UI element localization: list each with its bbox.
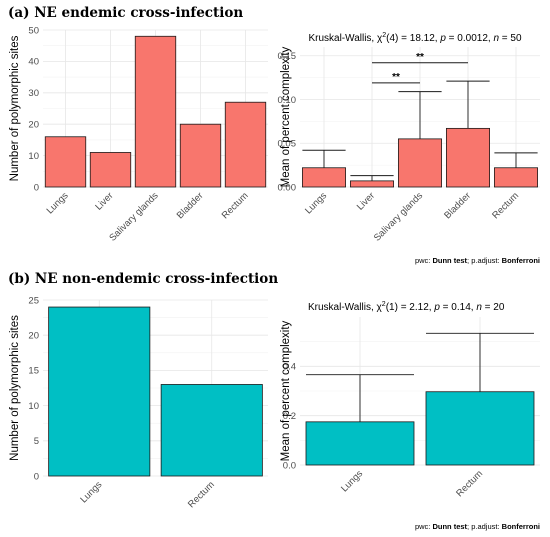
stat-superscript: 2 (382, 301, 386, 308)
bar-lungs (48, 306, 151, 477)
y-tick-label: 10 (28, 401, 39, 412)
bar-lungs (305, 421, 415, 466)
test-statistic: Kruskal-Wallis, χ2(1) = 2.12, p = 0.14, … (308, 301, 505, 313)
x-tick-label: Lungs (45, 190, 71, 216)
y-tick-label: 0.0 (283, 460, 296, 471)
y-tick-label: 0.05 (278, 139, 297, 150)
bar-bladder (179, 123, 222, 188)
pwc-footnote: pwc: Dunn test; p.adjust: Bonferroni (415, 522, 540, 531)
chart-b-left: 0 5 10 15 20 25 Lungs Rectum Number of polymorph… (9, 295, 268, 510)
footnote-part: pwc: (415, 256, 433, 265)
footnote-part: ; p.adjust: (467, 522, 502, 531)
x-tick-label: Rectum (490, 190, 521, 221)
x-tick-label: Lungs (78, 479, 104, 505)
y-axis-title: Mean of percent complexity (280, 320, 292, 461)
footnote-part: Bonferroni (502, 256, 540, 265)
significance-label: ** (416, 52, 424, 63)
y-tick-label: 10 (28, 151, 39, 162)
stat-part: = 20 (482, 302, 505, 313)
y-tick-label: 5 (34, 436, 39, 447)
stat-part: Kruskal-Wallis, (308, 33, 377, 44)
bar-liver (349, 180, 394, 188)
chart-b-right: 0.0 0.2 0.4 Lungs Rectum Mean of percent comp… (280, 301, 540, 531)
x-tick-label: Bladder (442, 190, 473, 221)
x-tick-label: Salivary glands (372, 190, 426, 244)
y-tick-label: 0 (34, 471, 39, 482)
y-tick-label: 20 (28, 120, 39, 131)
stat-part: n (476, 302, 482, 313)
y-tick-label: 0.10 (278, 95, 297, 106)
bar-lungs (44, 136, 87, 188)
pwc-footnote: pwc: Dunn test; p.adjust: Bonferroni (415, 256, 540, 265)
bar-rectum (493, 167, 538, 188)
y-tick-label: 25 (28, 295, 39, 306)
bar-liver (89, 152, 132, 188)
test-statistic: Kruskal-Wallis, χ2(4) = 18.12, p = 0.001… (308, 32, 522, 44)
footnote-part: ; p.adjust: (467, 256, 502, 265)
panel-b-title: (b) NE non-endemic cross-infection (8, 271, 278, 287)
stat-part: p (439, 33, 446, 44)
stat-part: p (433, 302, 440, 313)
y-axis-title: Number of polymorphic sites (9, 315, 21, 461)
x-tick-label: Bladder (175, 190, 206, 221)
footnote-part: pwc: (415, 522, 433, 531)
x-tick-label: Rectum (454, 468, 485, 499)
bar-salivary-glands (134, 35, 177, 188)
y-tick-label: 0.00 (278, 182, 297, 193)
stat-superscript: 2 (382, 32, 386, 39)
stat-part: χ (377, 33, 383, 44)
y-tick-label: 40 (28, 57, 39, 68)
y-tick-label: 20 (28, 331, 39, 342)
bar-salivary-glands (397, 138, 442, 188)
panel-a-title: (a) NE endemic cross-infection (8, 5, 243, 21)
bar-bladder (445, 127, 490, 188)
footnote-part: Dunn test (432, 522, 467, 531)
bar-rectum (425, 391, 535, 466)
stat-part: = 50 (499, 33, 522, 44)
significance-label: ** (392, 72, 400, 83)
x-tick-label: Liver (93, 190, 115, 212)
y-tick-label: 30 (28, 88, 39, 99)
y-tick-label: 15 (28, 366, 39, 377)
y-tick-label: 0.2 (283, 411, 296, 422)
y-tick-label: 0 (34, 182, 39, 193)
bar-rectum (224, 101, 267, 188)
x-tick-label: Rectum (186, 479, 217, 510)
stat-part: = 0.14, (440, 302, 476, 313)
footnote-part: Dunn test (432, 256, 467, 265)
y-tick-label: 50 (28, 25, 39, 36)
stat-part: (4) = 18.12, (386, 33, 440, 44)
stat-part: Kruskal-Wallis, (308, 302, 377, 313)
bar-lungs (301, 167, 346, 188)
stat-part: n (493, 33, 499, 44)
footnote-part: Bonferroni (502, 522, 540, 531)
x-tick-label: Lungs (303, 190, 329, 216)
y-axis-title: Mean of percent complexity (280, 46, 292, 187)
x-tick-label: Rectum (220, 190, 251, 221)
x-tick-label: Liver (355, 190, 377, 212)
y-axis-title: Number of polymorphic sites (9, 35, 21, 181)
stat-part: χ (377, 302, 383, 313)
y-tick-label: 0.4 (283, 362, 296, 373)
bar-rectum (160, 384, 263, 477)
y-tick-label: 0.15 (278, 51, 297, 62)
stat-part: = 0.0012, (446, 33, 494, 44)
x-tick-label: Lungs (339, 468, 365, 494)
stat-part: (1) = 2.12, (386, 302, 435, 313)
